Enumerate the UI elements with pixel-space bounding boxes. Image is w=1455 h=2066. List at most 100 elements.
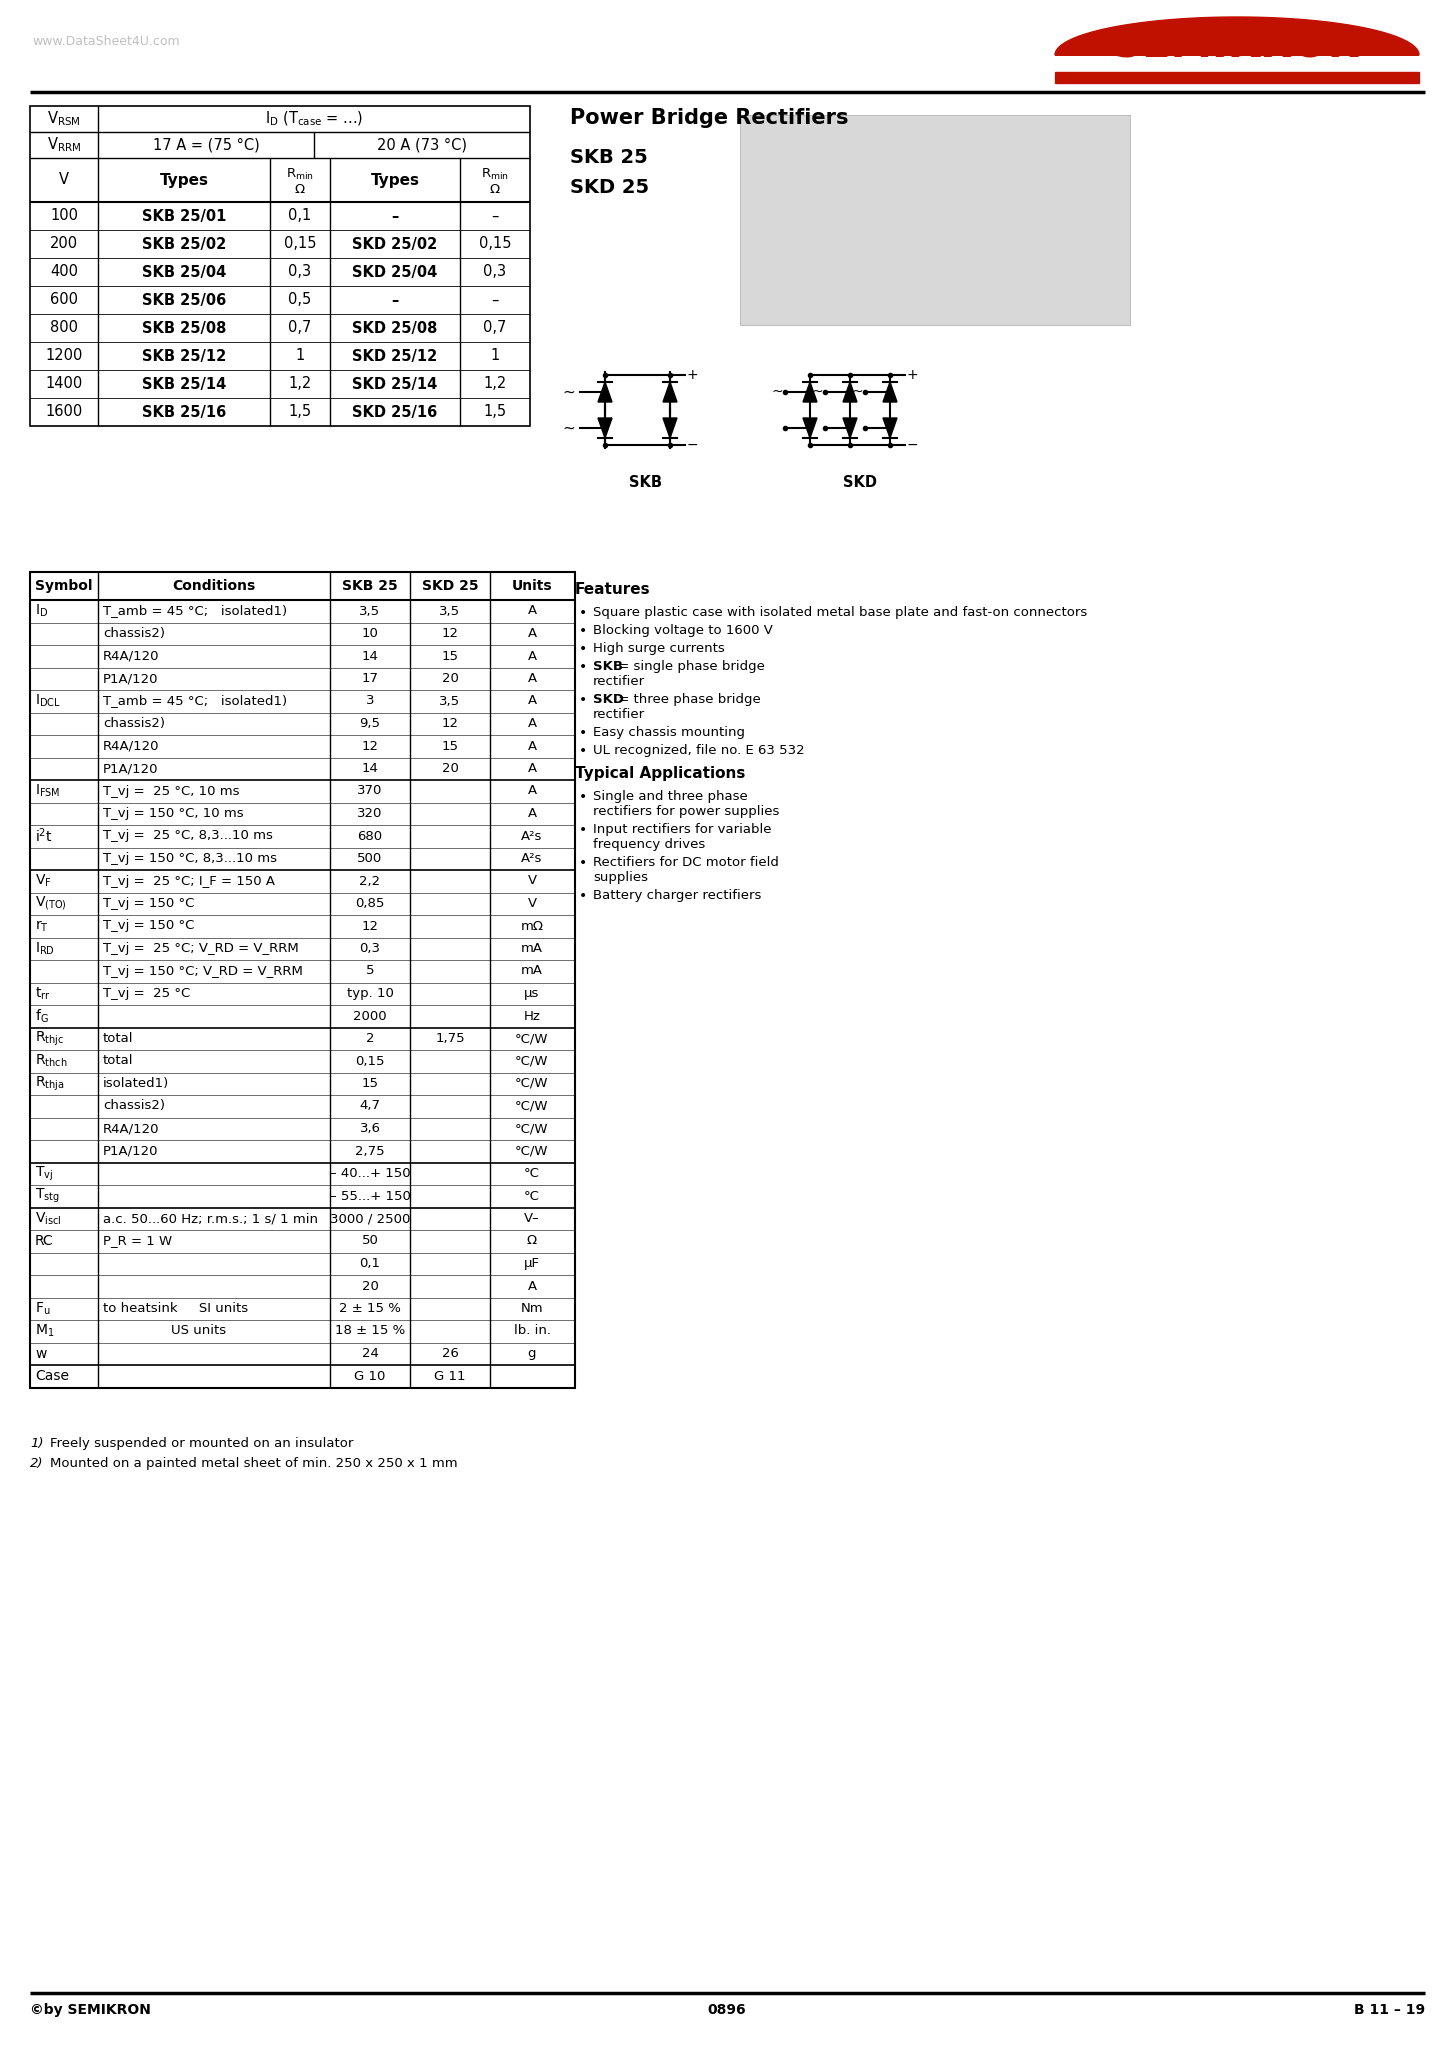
Text: –: –	[391, 209, 399, 223]
Bar	[741, 116, 1131, 324]
Text: Hz: Hz	[524, 1010, 540, 1023]
Text: 3,5: 3,5	[359, 605, 381, 618]
Text: •: •	[579, 789, 588, 804]
Text: Ω: Ω	[527, 1235, 537, 1248]
Text: RC: RC	[35, 1233, 54, 1248]
Text: °C/W: °C/W	[515, 1122, 549, 1134]
Text: 3,6: 3,6	[359, 1122, 381, 1134]
Text: 17: 17	[361, 671, 378, 686]
Text: R$_{thjc}$: R$_{thjc}$	[35, 1029, 64, 1047]
Text: T_vj = 150 °C, 10 ms: T_vj = 150 °C, 10 ms	[103, 808, 243, 820]
Text: T_vj =  25 °C; V_RD = V_RRM: T_vj = 25 °C; V_RD = V_RRM	[103, 942, 298, 954]
Text: High surge currents: High surge currents	[594, 643, 725, 655]
Polygon shape	[803, 382, 818, 403]
Text: T_vj =  25 °C; I_F = 150 A: T_vj = 25 °C; I_F = 150 A	[103, 874, 275, 888]
Text: 100: 100	[49, 209, 79, 223]
Text: Input rectifiers for variable: Input rectifiers for variable	[594, 822, 771, 837]
Text: ©by SEMIKRON: ©by SEMIKRON	[31, 2004, 151, 2016]
Text: 800: 800	[49, 320, 79, 335]
Text: SKD 25/14: SKD 25/14	[352, 376, 438, 390]
Text: i$^2$t: i$^2$t	[35, 826, 52, 845]
Text: 4,7: 4,7	[359, 1099, 381, 1112]
Text: T_vj = 150 °C, 8,3...10 ms: T_vj = 150 °C, 8,3...10 ms	[103, 851, 276, 866]
Text: °C/W: °C/W	[515, 1099, 549, 1112]
Text: 0,85: 0,85	[355, 897, 384, 909]
Polygon shape	[883, 382, 896, 403]
Text: r$_T$: r$_T$	[35, 917, 49, 934]
Text: +: +	[906, 368, 918, 382]
Text: total: total	[103, 1033, 134, 1045]
Text: SKB 25/02: SKB 25/02	[143, 236, 226, 252]
Text: 600: 600	[49, 293, 79, 308]
Text: •: •	[579, 643, 588, 657]
Text: 50: 50	[361, 1235, 378, 1248]
Text: – 55...+ 150: – 55...+ 150	[330, 1190, 410, 1202]
Text: SKD: SKD	[594, 692, 624, 707]
Text: = single phase bridge: = single phase bridge	[614, 659, 765, 674]
Text: typ. 10: typ. 10	[346, 988, 393, 1000]
Text: T_vj = 150 °C; V_RD = V_RRM: T_vj = 150 °C; V_RD = V_RRM	[103, 965, 303, 977]
Text: ~: ~	[771, 384, 783, 399]
Text: 0,5: 0,5	[288, 293, 311, 308]
Text: 12: 12	[361, 740, 378, 752]
Text: °C/W: °C/W	[515, 1054, 549, 1068]
Text: Blocking voltage to 1600 V: Blocking voltage to 1600 V	[594, 624, 773, 636]
Text: G 10: G 10	[355, 1370, 386, 1382]
Text: R4A/120: R4A/120	[103, 1122, 160, 1134]
Polygon shape	[663, 417, 677, 438]
Text: T_amb = 45 °C;   isolated1): T_amb = 45 °C; isolated1)	[103, 605, 287, 618]
Text: SKD 25/16: SKD 25/16	[352, 405, 438, 419]
Text: I$_D$: I$_D$	[35, 603, 48, 620]
Text: T_vj = 150 °C: T_vj = 150 °C	[103, 897, 195, 909]
Text: 0,15: 0,15	[355, 1054, 384, 1068]
Text: 1: 1	[295, 349, 304, 364]
Text: °C/W: °C/W	[515, 1076, 549, 1091]
Text: 1400: 1400	[45, 376, 83, 390]
Text: 1,5: 1,5	[288, 405, 311, 419]
Text: A: A	[528, 626, 537, 640]
Text: SKD 25/08: SKD 25/08	[352, 320, 438, 335]
Text: Rectifiers for DC motor field: Rectifiers for DC motor field	[594, 855, 778, 870]
Text: Typical Applications: Typical Applications	[575, 766, 745, 781]
Text: A²s: A²s	[521, 831, 543, 843]
Text: SKB 25: SKB 25	[342, 578, 397, 593]
Text: rectifier: rectifier	[594, 676, 645, 688]
Text: a.c. 50...60 Hz; r.m.s.; 1 s/ 1 min: a.c. 50...60 Hz; r.m.s.; 1 s/ 1 min	[103, 1213, 319, 1225]
Text: Symbol: Symbol	[35, 578, 93, 593]
Text: 20: 20	[441, 671, 458, 686]
Text: Power Bridge Rectifiers: Power Bridge Rectifiers	[570, 107, 848, 128]
Text: •: •	[579, 855, 588, 870]
Text: Conditions: Conditions	[172, 578, 256, 593]
Text: V$_F$: V$_F$	[35, 872, 52, 888]
Text: A: A	[528, 1279, 537, 1293]
Text: Ω: Ω	[295, 184, 306, 196]
Polygon shape	[803, 417, 818, 438]
Text: μF: μF	[524, 1256, 540, 1271]
Text: SKD 25/02: SKD 25/02	[352, 236, 438, 252]
Text: rectifier: rectifier	[594, 709, 645, 721]
Text: ~: ~	[851, 384, 863, 399]
Text: $R_{min}$: $R_{min}$	[287, 167, 314, 182]
Text: 3,5: 3,5	[439, 605, 461, 618]
Text: 0,3: 0,3	[288, 264, 311, 279]
Text: 0,1: 0,1	[359, 1256, 381, 1271]
Text: f$_G$: f$_G$	[35, 1008, 48, 1025]
Text: A: A	[528, 717, 537, 729]
Text: F$_u$: F$_u$	[35, 1300, 51, 1316]
Text: SKB 25: SKB 25	[570, 149, 647, 167]
Text: 24: 24	[361, 1347, 378, 1359]
Text: SEMIKRON: SEMIKRON	[1112, 25, 1362, 66]
Text: V$_{(TO)}$: V$_{(TO)}$	[35, 895, 67, 913]
Text: •: •	[579, 822, 588, 837]
Text: T_vj = 150 °C: T_vj = 150 °C	[103, 919, 195, 932]
Text: 3: 3	[365, 694, 374, 707]
Text: 15: 15	[361, 1076, 378, 1091]
Text: Features: Features	[575, 583, 650, 597]
Text: •: •	[579, 888, 588, 903]
Text: SKD 25: SKD 25	[570, 178, 649, 196]
Text: Types: Types	[371, 171, 419, 188]
Text: M$_1$: M$_1$	[35, 1322, 54, 1339]
Text: I$_{RD}$: I$_{RD}$	[35, 940, 55, 957]
Text: Freely suspended or mounted on an insulator: Freely suspended or mounted on an insula…	[49, 1438, 354, 1450]
Text: 17 A = (75 °C): 17 A = (75 °C)	[153, 138, 259, 153]
